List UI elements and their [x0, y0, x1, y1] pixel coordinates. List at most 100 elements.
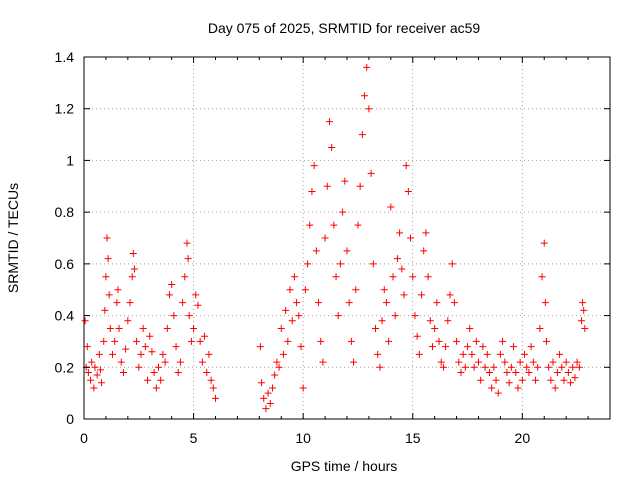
- data-point: [492, 376, 500, 384]
- data-point: [431, 325, 439, 332]
- data-point: [409, 273, 417, 281]
- data-point: [569, 363, 577, 371]
- data-point: [470, 363, 478, 371]
- data-point: [83, 343, 91, 351]
- data-point: [119, 368, 127, 376]
- data-point: [356, 182, 364, 190]
- data-point: [551, 384, 559, 392]
- data-point: [564, 368, 572, 376]
- data-point: [573, 358, 581, 366]
- data-point: [312, 247, 320, 255]
- chart-title: Day 075 of 2025, SRMTID for receiver ac5…: [208, 20, 481, 36]
- data-point: [391, 312, 399, 320]
- data-point: [540, 239, 548, 247]
- data-point: [371, 325, 379, 332]
- data-point: [428, 343, 436, 351]
- data-point: [514, 384, 522, 392]
- data-point: [103, 234, 111, 242]
- data-point: [562, 358, 570, 366]
- data-point: [393, 255, 401, 263]
- data-point: [512, 368, 520, 376]
- data-point: [369, 260, 377, 268]
- data-point: [104, 255, 112, 263]
- data-point: [288, 317, 296, 325]
- data-point: [133, 337, 141, 345]
- data-point: [415, 350, 423, 358]
- data-point: [538, 273, 546, 281]
- data-point: [275, 363, 283, 371]
- data-point: [507, 363, 515, 371]
- data-point: [345, 299, 353, 307]
- data-point: [262, 405, 270, 413]
- data-point: [159, 350, 167, 358]
- data-point: [295, 312, 303, 320]
- data-point: [442, 343, 450, 351]
- data-point: [332, 273, 340, 281]
- data-point: [268, 384, 276, 392]
- data-point: [144, 376, 152, 384]
- data-point: [256, 343, 264, 351]
- data-point: [315, 299, 323, 307]
- data-point: [137, 350, 145, 358]
- data-point: [499, 337, 507, 345]
- data-point: [88, 358, 96, 366]
- x-tick-label: 10: [295, 430, 311, 446]
- data-point: [308, 187, 316, 195]
- data-point: [209, 384, 217, 392]
- data-point: [531, 376, 539, 384]
- data-point: [413, 332, 421, 340]
- data-point: [101, 306, 109, 314]
- data-point: [334, 312, 342, 320]
- data-point: [545, 363, 553, 371]
- data-point: [529, 358, 537, 366]
- y-tick-label: 0: [66, 411, 74, 427]
- y-tick-label: 0.8: [55, 204, 75, 220]
- data-point: [282, 306, 290, 314]
- data-point: [523, 363, 531, 371]
- data-point: [483, 350, 491, 358]
- data-point: [174, 368, 182, 376]
- data-point: [179, 299, 187, 307]
- data-point: [389, 273, 397, 281]
- data-point: [196, 337, 204, 345]
- data-point: [124, 317, 132, 325]
- data-point: [481, 363, 489, 371]
- data-point: [319, 358, 327, 366]
- y-tick-label: 1.2: [55, 101, 75, 117]
- data-point: [580, 306, 588, 314]
- data-point: [352, 286, 360, 294]
- data-point: [184, 255, 192, 263]
- data-point: [396, 229, 404, 237]
- data-point: [374, 350, 382, 358]
- data-point: [553, 368, 561, 376]
- data-point: [330, 221, 338, 229]
- data-point: [91, 363, 99, 371]
- data-point: [271, 371, 279, 379]
- data-point: [422, 229, 430, 237]
- data-point: [129, 250, 137, 258]
- data-point: [176, 358, 184, 366]
- data-point: [358, 131, 366, 139]
- data-point: [400, 291, 408, 299]
- data-point: [290, 273, 298, 281]
- data-point: [185, 312, 193, 320]
- data-point: [347, 337, 355, 345]
- data-point: [122, 345, 130, 353]
- y-tick-label: 1: [66, 152, 74, 168]
- data-point: [93, 371, 101, 379]
- data-point: [126, 299, 134, 307]
- data-point: [477, 376, 485, 384]
- data-point: [297, 343, 305, 351]
- x-tick-label: 20: [515, 430, 531, 446]
- data-point: [172, 343, 180, 351]
- data-point: [382, 299, 390, 307]
- data-point: [284, 337, 292, 345]
- data-point: [571, 374, 579, 382]
- data-point: [361, 92, 369, 100]
- data-point: [141, 343, 149, 351]
- data-point: [402, 162, 410, 170]
- data-point: [521, 350, 529, 358]
- data-point: [547, 376, 555, 384]
- data-point: [299, 384, 307, 392]
- data-point: [354, 221, 362, 229]
